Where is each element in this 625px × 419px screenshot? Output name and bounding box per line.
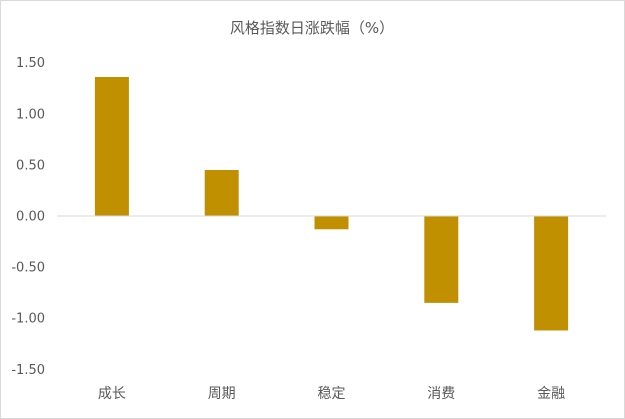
y-tick-label: 0.50 xyxy=(16,158,45,173)
bar-1 xyxy=(204,170,239,216)
bar-0 xyxy=(94,77,129,217)
bar-2 xyxy=(314,216,349,230)
chart-title: 风格指数日涨跌幅（%） xyxy=(230,19,394,37)
y-tick-label: -0.50 xyxy=(11,261,45,276)
x-category-label: 周期 xyxy=(208,386,236,402)
y-tick-label: -1.50 xyxy=(11,363,45,378)
y-tick-label: -1.00 xyxy=(11,312,45,327)
bar-3 xyxy=(424,216,459,303)
y-tick-label: 0.00 xyxy=(16,210,45,225)
y-tick-label: 1.50 xyxy=(16,56,45,71)
x-category-label: 稳定 xyxy=(318,386,346,402)
bar-4 xyxy=(534,216,569,331)
x-category-label: 成长 xyxy=(98,386,126,402)
x-category-label: 消费 xyxy=(427,386,455,402)
y-tick-label: 1.00 xyxy=(16,107,45,122)
x-category-label: 金融 xyxy=(537,386,565,402)
